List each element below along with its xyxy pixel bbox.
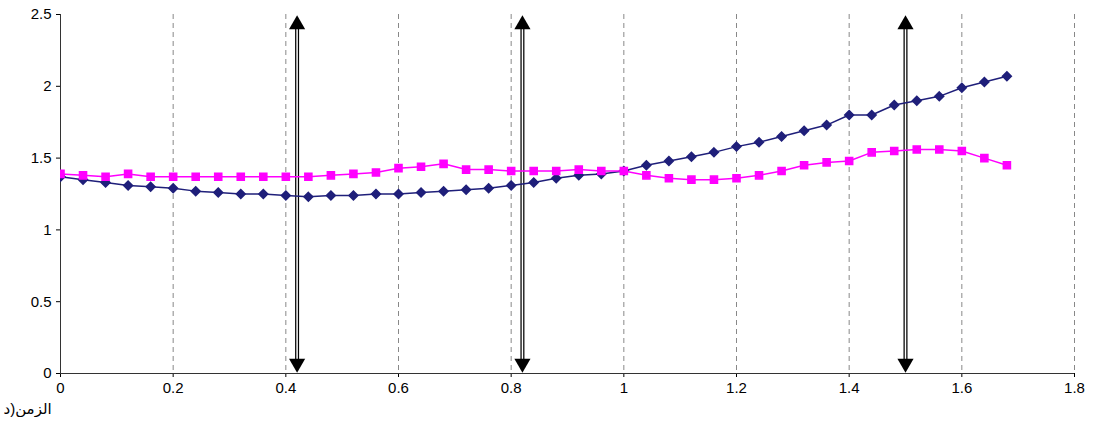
svg-text:1: 1 [620, 379, 628, 396]
svg-text:0: 0 [56, 379, 64, 396]
svg-text:1: 1 [43, 221, 51, 238]
svg-text:1.5: 1.5 [31, 149, 52, 166]
svg-text:1.6: 1.6 [951, 379, 972, 396]
svg-text:2.5: 2.5 [31, 5, 52, 22]
svg-text:1.4: 1.4 [839, 379, 860, 396]
svg-text:1.8: 1.8 [1064, 379, 1085, 396]
svg-text:0: 0 [43, 364, 51, 381]
svg-text:0.4: 0.4 [275, 379, 296, 396]
svg-text:0.5: 0.5 [31, 293, 52, 310]
svg-text:1.2: 1.2 [726, 379, 747, 396]
svg-text:الزمن(د: الزمن(د [4, 400, 52, 418]
svg-text:0.6: 0.6 [388, 379, 409, 396]
svg-text:0.8: 0.8 [501, 379, 522, 396]
svg-text:2: 2 [43, 77, 51, 94]
svg-text:0.2: 0.2 [163, 379, 184, 396]
